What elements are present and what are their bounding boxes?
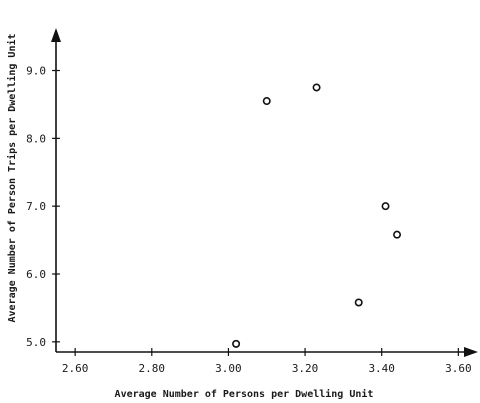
y-axis-arrow-icon (51, 28, 61, 42)
x-ticks: 2.60 2.80 3.00 3.20 3.40 3.60 (62, 348, 472, 375)
data-point (354, 298, 363, 307)
y-tick-label: 9.0 (26, 65, 46, 78)
x-tick-label: 3.00 (215, 362, 242, 375)
y-axis: 5.0 6.0 7.0 8.0 9.0 (26, 28, 61, 352)
x-tick-label: 3.60 (445, 362, 472, 375)
x-tick-label: 3.40 (368, 362, 395, 375)
x-axis-label: Average Number of Persons per Dwelling U… (115, 388, 374, 400)
y-axis-label: Average Number of Person Trips per Dwell… (6, 34, 18, 323)
y-tick-label: 6.0 (26, 268, 46, 281)
data-point (381, 202, 390, 211)
data-points (232, 83, 402, 348)
data-point (232, 339, 241, 348)
y-tick-label: 7.0 (26, 200, 46, 213)
y-tick-label: 5.0 (26, 336, 46, 349)
y-ticks: 5.0 6.0 7.0 8.0 9.0 (26, 65, 60, 349)
x-tick-label: 2.60 (62, 362, 89, 375)
x-axis-arrow-icon (464, 347, 478, 357)
y-tick-label: 8.0 (26, 132, 46, 145)
x-tick-label: 2.80 (139, 362, 166, 375)
data-point (262, 97, 271, 106)
x-tick-label: 3.20 (292, 362, 319, 375)
x-axis: 2.60 2.80 3.00 3.20 3.40 3.60 (56, 347, 478, 375)
data-point (312, 83, 321, 92)
data-point (393, 230, 402, 239)
